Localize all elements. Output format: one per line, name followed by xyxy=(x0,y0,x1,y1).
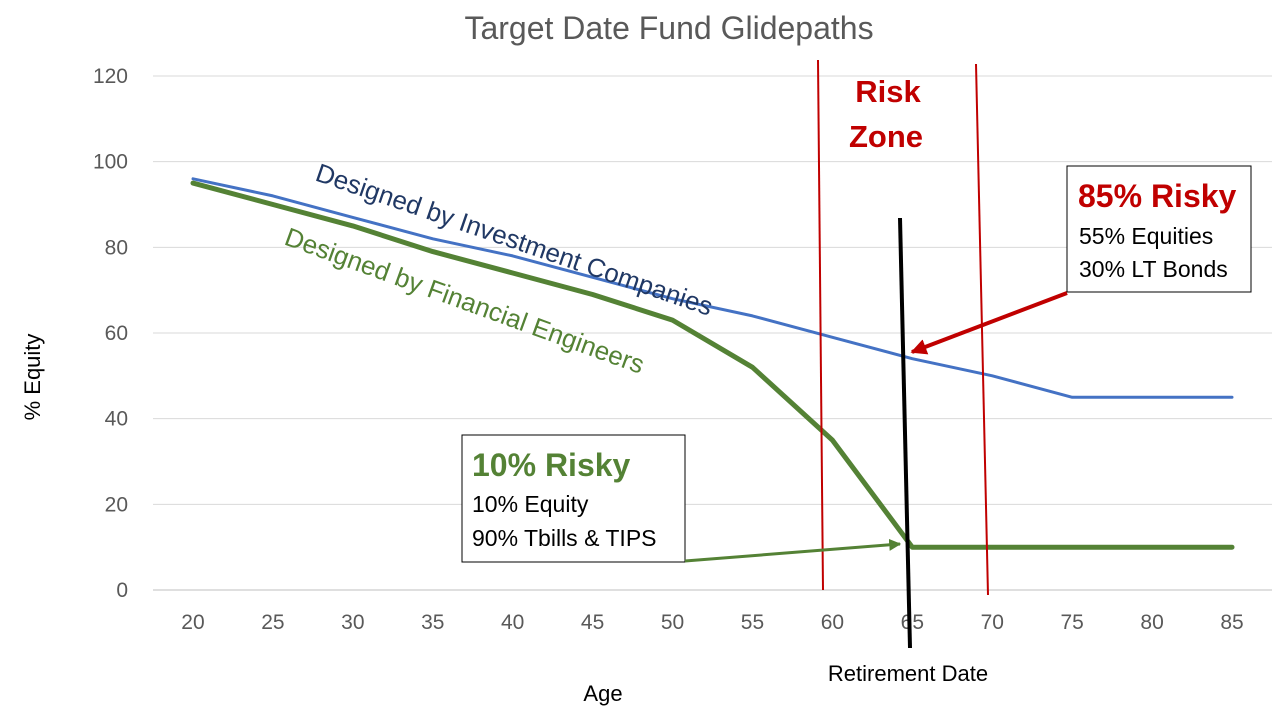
data-point xyxy=(991,546,993,548)
data-point xyxy=(672,298,674,300)
data-point xyxy=(432,251,434,253)
series-label-investment-companies: Designed by Investment Companies xyxy=(312,157,717,321)
risk-zone-label-line2: Zone xyxy=(849,119,923,154)
x-tick-label: 55 xyxy=(741,611,764,634)
retirement-date-label: Retirement Date xyxy=(828,661,988,686)
x-tick-label: 75 xyxy=(1060,611,1083,634)
y-tick-label: 20 xyxy=(105,493,128,516)
x-axis-ticks: 20 25 30 35 40 45 50 55 60 65 70 75 80 85 xyxy=(181,611,1243,634)
data-point xyxy=(831,336,833,338)
data-point xyxy=(991,375,993,377)
y-tick-label: 40 xyxy=(105,408,128,431)
x-tick-label: 40 xyxy=(501,611,524,634)
data-point xyxy=(272,204,274,205)
x-tick-label: 60 xyxy=(821,611,844,634)
data-point xyxy=(1231,396,1233,398)
data-point xyxy=(272,195,274,197)
data-point xyxy=(592,276,594,278)
annotation-85-line2: 30% LT Bonds xyxy=(1079,256,1228,282)
x-tick-label: 85 xyxy=(1220,611,1243,634)
y-axis-title: % Equity xyxy=(20,334,45,421)
data-point xyxy=(1231,546,1233,548)
y-axis-ticks: 0 20 40 60 80 100 120 xyxy=(93,65,128,602)
x-tick-label: 50 xyxy=(661,611,684,634)
data-point xyxy=(1071,396,1073,398)
x-tick-label: 35 xyxy=(421,611,444,634)
annotation-10-heading: 10% Risky xyxy=(472,447,631,483)
data-point xyxy=(352,216,354,218)
data-point xyxy=(432,238,434,240)
risk-zone-left-line xyxy=(817,59,824,591)
data-point xyxy=(672,319,674,321)
data-point xyxy=(911,358,913,360)
y-tick-label: 80 xyxy=(105,236,128,259)
x-tick-label: 70 xyxy=(981,611,1004,634)
x-tick-label: 80 xyxy=(1140,611,1163,634)
arrow-85-risky xyxy=(910,291,1068,355)
x-tick-label: 25 xyxy=(261,611,284,634)
data-point xyxy=(1071,546,1073,548)
data-point xyxy=(751,315,753,317)
x-axis-title: Age xyxy=(583,681,622,706)
data-point xyxy=(192,178,194,180)
y-tick-label: 120 xyxy=(93,65,128,88)
data-point xyxy=(352,225,354,227)
annotation-85-heading: 85% Risky xyxy=(1078,178,1237,214)
series-line-0 xyxy=(191,177,1234,399)
data-point xyxy=(751,366,753,368)
y-tick-label: 0 xyxy=(116,579,128,602)
y-tick-label: 100 xyxy=(93,151,128,174)
arrow-10-risky xyxy=(684,538,902,563)
data-point xyxy=(831,439,833,441)
x-tick-label: 30 xyxy=(341,611,364,634)
annotation-box-10-risky: 10% Risky 10% Equity 90% Tbills & TIPS xyxy=(461,434,686,563)
data-point xyxy=(1151,396,1153,398)
annotation-10-line1: 10% Equity xyxy=(472,491,589,517)
gridlines xyxy=(153,75,1272,591)
risk-zone-label-line1: Risk xyxy=(855,74,921,109)
data-point xyxy=(592,293,594,295)
data-point xyxy=(911,546,913,548)
chart-title: Target Date Fund Glidepaths xyxy=(464,10,873,46)
x-tick-label: 20 xyxy=(181,611,204,634)
series-lines xyxy=(190,177,1235,550)
annotation-box-85-risky: 85% Risky 55% Equities 30% LT Bonds xyxy=(1066,165,1252,293)
y-tick-label: 60 xyxy=(105,322,128,345)
x-tick-label: 45 xyxy=(581,611,604,634)
risk-zone-right-line xyxy=(975,63,989,596)
series-line-1 xyxy=(190,180,1235,550)
data-point xyxy=(512,272,514,274)
data-point xyxy=(192,182,194,184)
data-point xyxy=(512,255,514,257)
data-point xyxy=(1151,546,1153,548)
annotation-85-line1: 55% Equities xyxy=(1079,223,1213,249)
x-tick-label: 65 xyxy=(901,611,924,634)
annotation-10-line2: 90% Tbills & TIPS xyxy=(472,525,657,551)
retirement-date-line xyxy=(898,217,912,649)
